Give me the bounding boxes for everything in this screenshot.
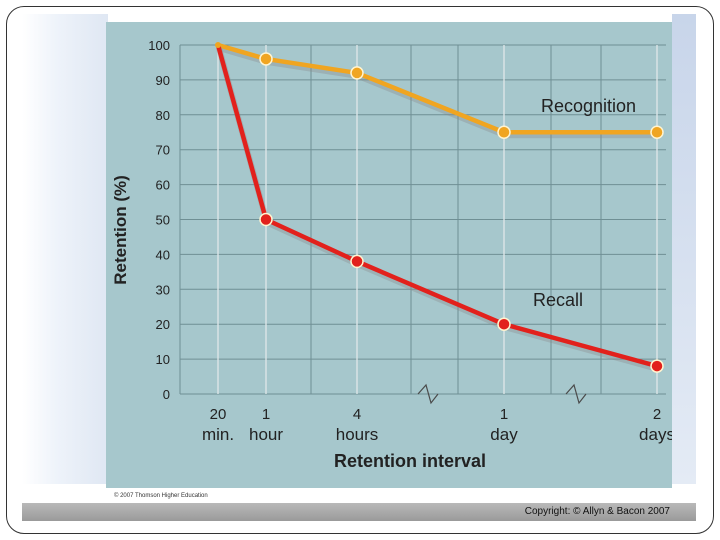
data-point-recognition <box>350 66 364 80</box>
y-tick-label: 90 <box>156 73 170 88</box>
x-tick-label: min. <box>202 425 234 444</box>
left-decor-strip <box>22 14 108 484</box>
x-tick-label: hour <box>249 425 283 444</box>
retention-chart: 0 10 20 30 40 50 60 70 80 90 100 20 min. 1 hour 4 hours… <box>106 22 675 488</box>
y-tick-label: 80 <box>156 108 170 123</box>
data-point-recall <box>259 212 273 227</box>
y-tick-label: 30 <box>156 282 170 297</box>
data-point-recall <box>650 359 664 373</box>
x-tick-label: days <box>639 425 672 444</box>
data-point-recognition <box>259 52 273 66</box>
figure-credit: © 2007 Thomson Higher Education <box>114 493 208 499</box>
axis-breaks <box>417 383 587 405</box>
grid-lines <box>179 44 666 395</box>
y-tick-label: 70 <box>156 143 170 158</box>
x-tick-label: 1 <box>500 406 508 423</box>
x-tick-label: day <box>490 425 518 444</box>
series-label-recognition: Recognition <box>541 96 636 116</box>
x-tick-label: 4 <box>353 406 361 423</box>
chart-panel-background <box>106 22 672 488</box>
data-point-recall <box>350 254 364 269</box>
x-tick-label: 20 <box>210 406 227 423</box>
x-tick-labels: 20 min. 1 hour 4 hours 1 day 2 days <box>202 406 675 444</box>
data-point-recognition <box>650 125 664 139</box>
data-series: Recognition Recall <box>215 42 664 373</box>
y-tick-label: 20 <box>156 317 170 332</box>
x-tick-label: 2 <box>653 406 661 423</box>
x-tick-label: hours <box>336 425 379 444</box>
x-tick-label: 1 <box>262 406 270 423</box>
x-axis-label: Retention interval <box>334 451 486 471</box>
y-tick-label: 0 <box>163 387 170 402</box>
data-point-recall <box>497 317 511 331</box>
y-tick-label: 50 <box>156 213 170 228</box>
origin-point <box>215 42 221 48</box>
axis-break-mark <box>565 383 587 405</box>
y-axis-label: Retention (%) <box>111 175 130 285</box>
series-label-recall: Recall <box>533 290 583 310</box>
axis-break-mark <box>417 383 439 405</box>
y-tick-label: 40 <box>156 247 170 262</box>
data-point-recognition <box>497 125 511 139</box>
y-tick-labels: 0 10 20 30 40 50 60 70 80 90 100 <box>148 38 170 402</box>
y-tick-label: 10 <box>156 352 170 367</box>
y-tick-label: 100 <box>148 38 170 53</box>
chart-figure: 0 10 20 30 40 50 60 70 80 90 100 20 min. 1 hour 4 hours… <box>106 22 675 502</box>
footer-copyright: Copyright: © Allyn & Bacon 2007 <box>524 506 670 517</box>
right-decor-strip <box>672 14 696 484</box>
footer-bar: Copyright: © Allyn & Bacon 2007 <box>22 503 696 521</box>
y-tick-label: 60 <box>156 178 170 193</box>
